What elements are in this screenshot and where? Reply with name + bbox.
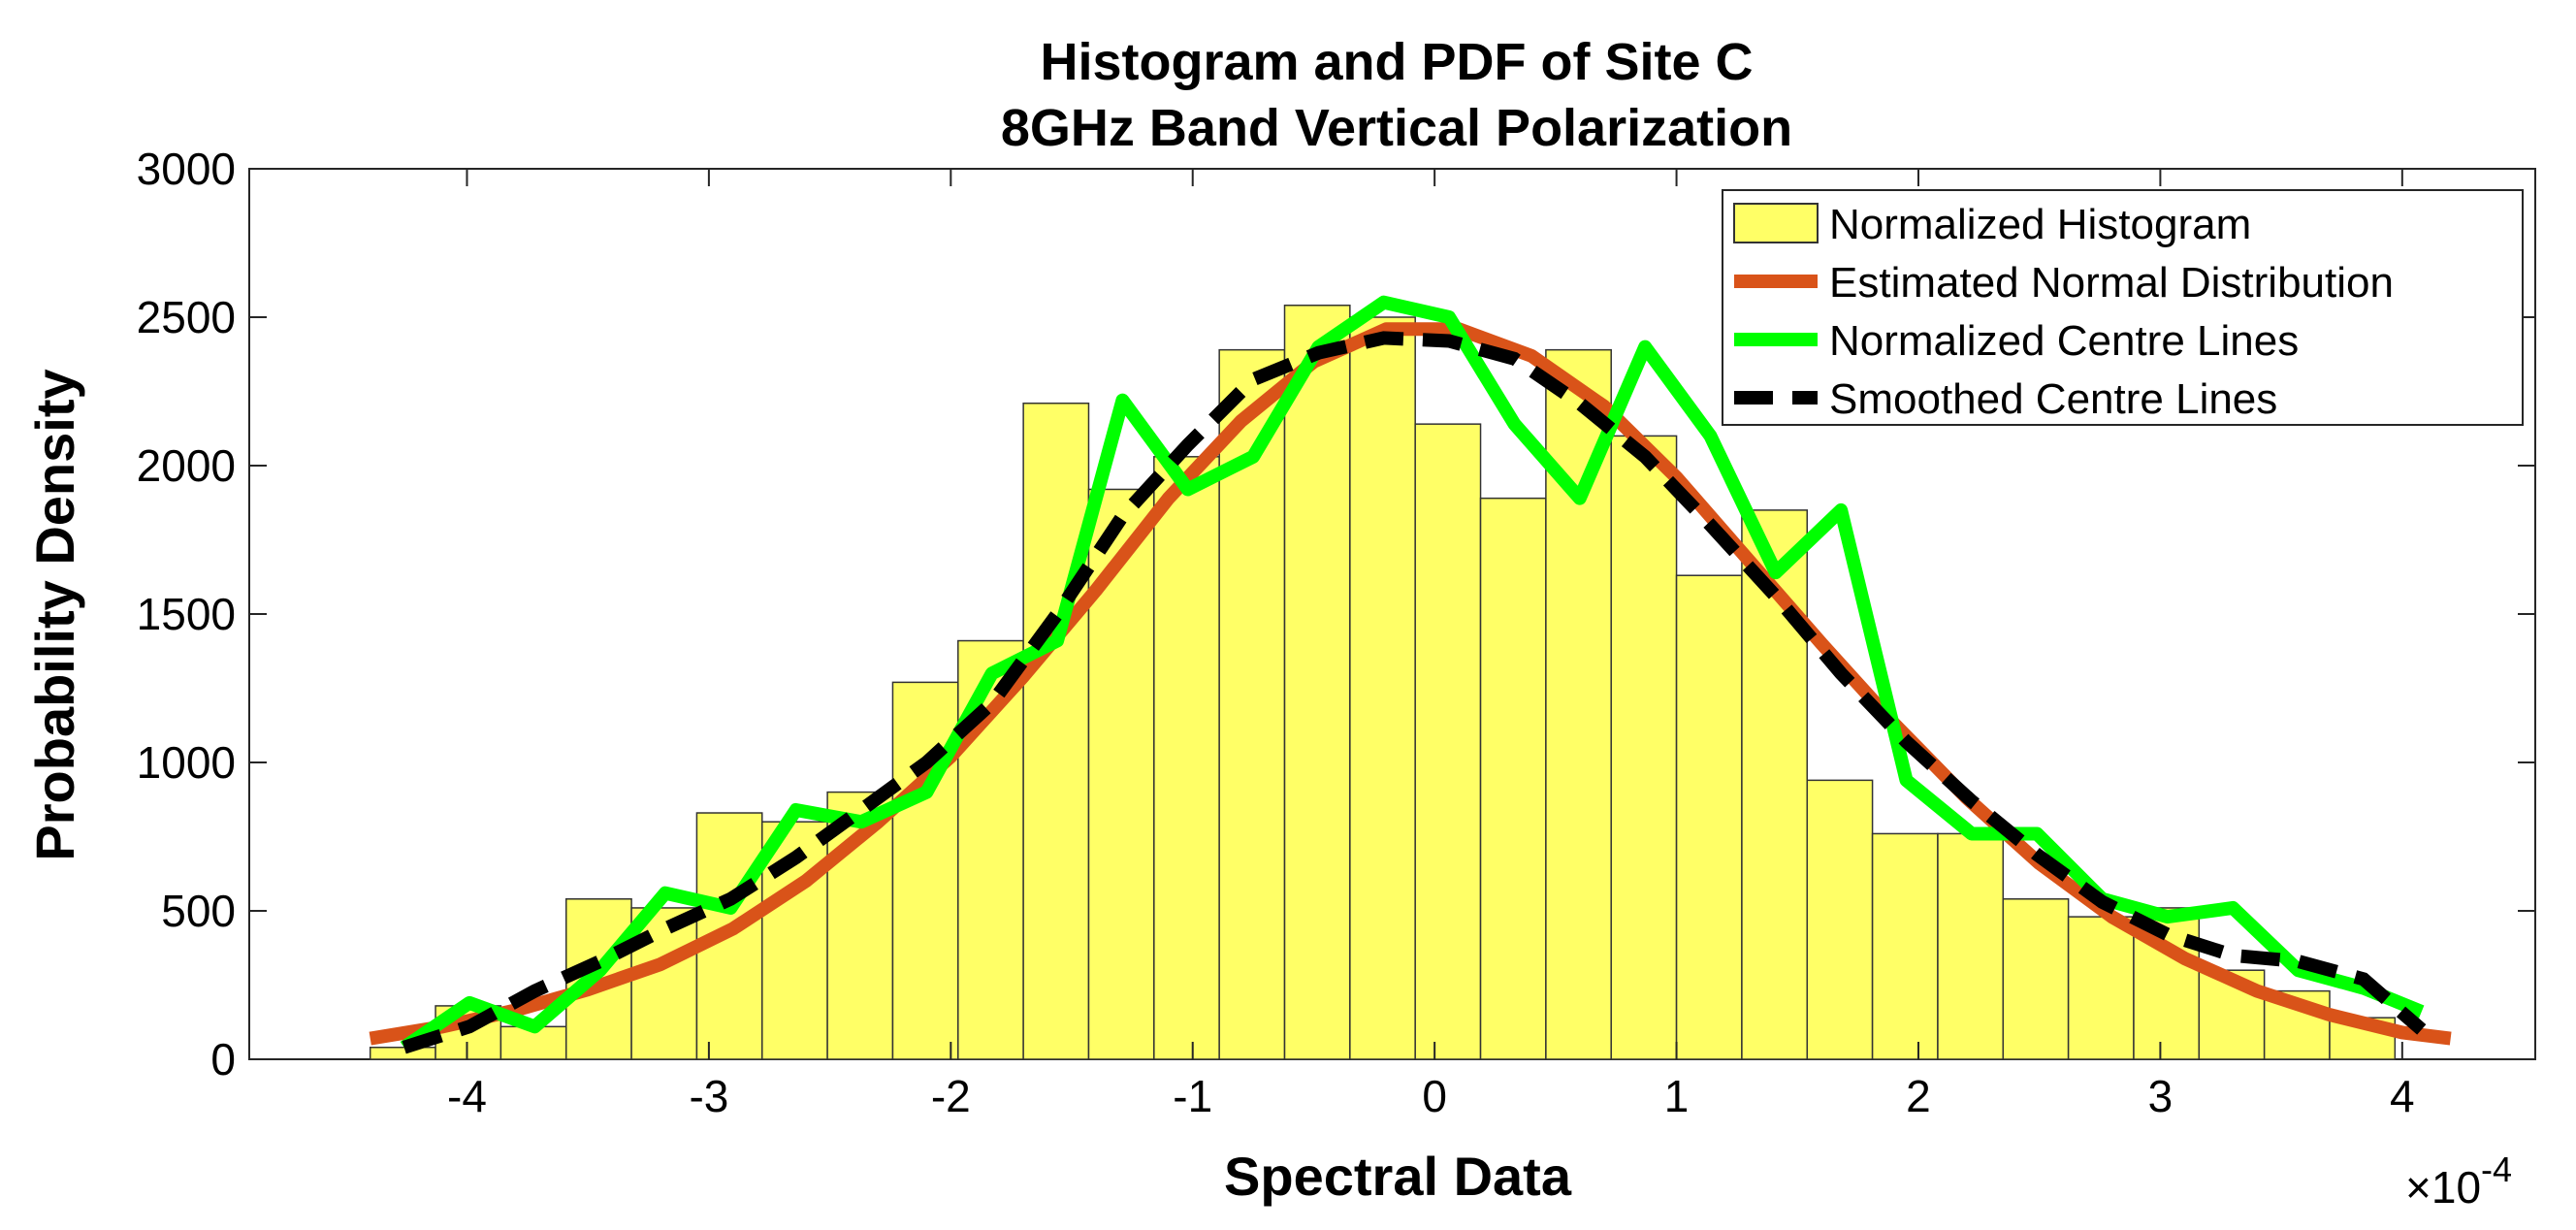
x-multiplier-exponent: -4 <box>2481 1149 2512 1189</box>
legend-label-normal: Estimated Normal Distribution <box>1829 259 2394 307</box>
y-tick-label: 1000 <box>137 737 236 788</box>
x-multiplier-base: ×10 <box>2405 1162 2481 1213</box>
legend-label-smoothed: Smoothed Centre Lines <box>1829 375 2277 423</box>
legend-label-histogram: Normalized Histogram <box>1829 201 2251 248</box>
chart-subtitle: 8GHz Band Vertical Polarization <box>1001 99 1792 157</box>
histogram-bar <box>1087 488 1155 1060</box>
x-axis-label: Spectral Data <box>1224 1146 1572 1207</box>
histogram-bar <box>1153 456 1220 1060</box>
x-tick-label: 0 <box>1422 1071 1447 1121</box>
legend: Normalized Histogram Estimated Normal Di… <box>1722 189 2524 426</box>
histogram-bar <box>1283 305 1351 1060</box>
y-tick-label: 3000 <box>137 144 236 194</box>
histogram-bar <box>1610 435 1678 1060</box>
smoothed-centre-line <box>402 331 2427 1054</box>
histogram-bar <box>2067 916 2135 1060</box>
x-tick-label: 3 <box>2148 1071 2174 1121</box>
histogram-bars <box>369 305 2397 1060</box>
y-tick-label: 2500 <box>137 292 236 342</box>
normal-distribution-line <box>369 322 2452 1046</box>
legend-swatch-histogram <box>1733 203 1819 243</box>
y-tick-label: 0 <box>210 1034 236 1084</box>
histogram-bar <box>1741 509 1809 1060</box>
histogram-bar <box>1349 316 1416 1060</box>
x-tick-label: 2 <box>1906 1071 1931 1121</box>
histogram-bar <box>1414 423 1482 1060</box>
series-lines <box>369 295 2452 1054</box>
histogram-bar <box>369 1047 436 1060</box>
x-tick-label: -1 <box>1173 1071 1212 1121</box>
x-tick-label: -3 <box>689 1071 728 1121</box>
legend-box <box>1722 189 2524 426</box>
histogram-bar <box>1871 832 1939 1060</box>
legend-label-centre: Normalized Centre Lines <box>1829 317 2299 365</box>
x-axis-multiplier: ×10-4 <box>2405 1149 2512 1213</box>
histogram-bar <box>2002 898 2070 1060</box>
histogram-bar <box>1022 402 1090 1060</box>
y-tick-label: 1500 <box>137 589 236 639</box>
x-tick-label: -2 <box>931 1071 971 1121</box>
x-tick-label: -4 <box>447 1071 487 1121</box>
y-tick-label: 500 <box>161 886 236 936</box>
histogram-bar <box>1675 574 1743 1060</box>
histogram-bar <box>1937 832 2005 1060</box>
axis-ticks: -4 -3 -2 -1 0 1 2 3 4 0 500 1000 1500 2000 2500 3000 <box>137 144 2535 1121</box>
x-tick-label: 4 <box>2390 1071 2415 1121</box>
histogram-bar <box>1479 497 1547 1060</box>
histogram-bar <box>1806 779 1874 1060</box>
y-tick-label: 2000 <box>137 440 236 491</box>
y-axis-label: Probability Density <box>24 369 85 860</box>
x-tick-label: 1 <box>1664 1071 1690 1121</box>
chart-title: Histogram and PDF of Site C <box>1040 33 1753 91</box>
